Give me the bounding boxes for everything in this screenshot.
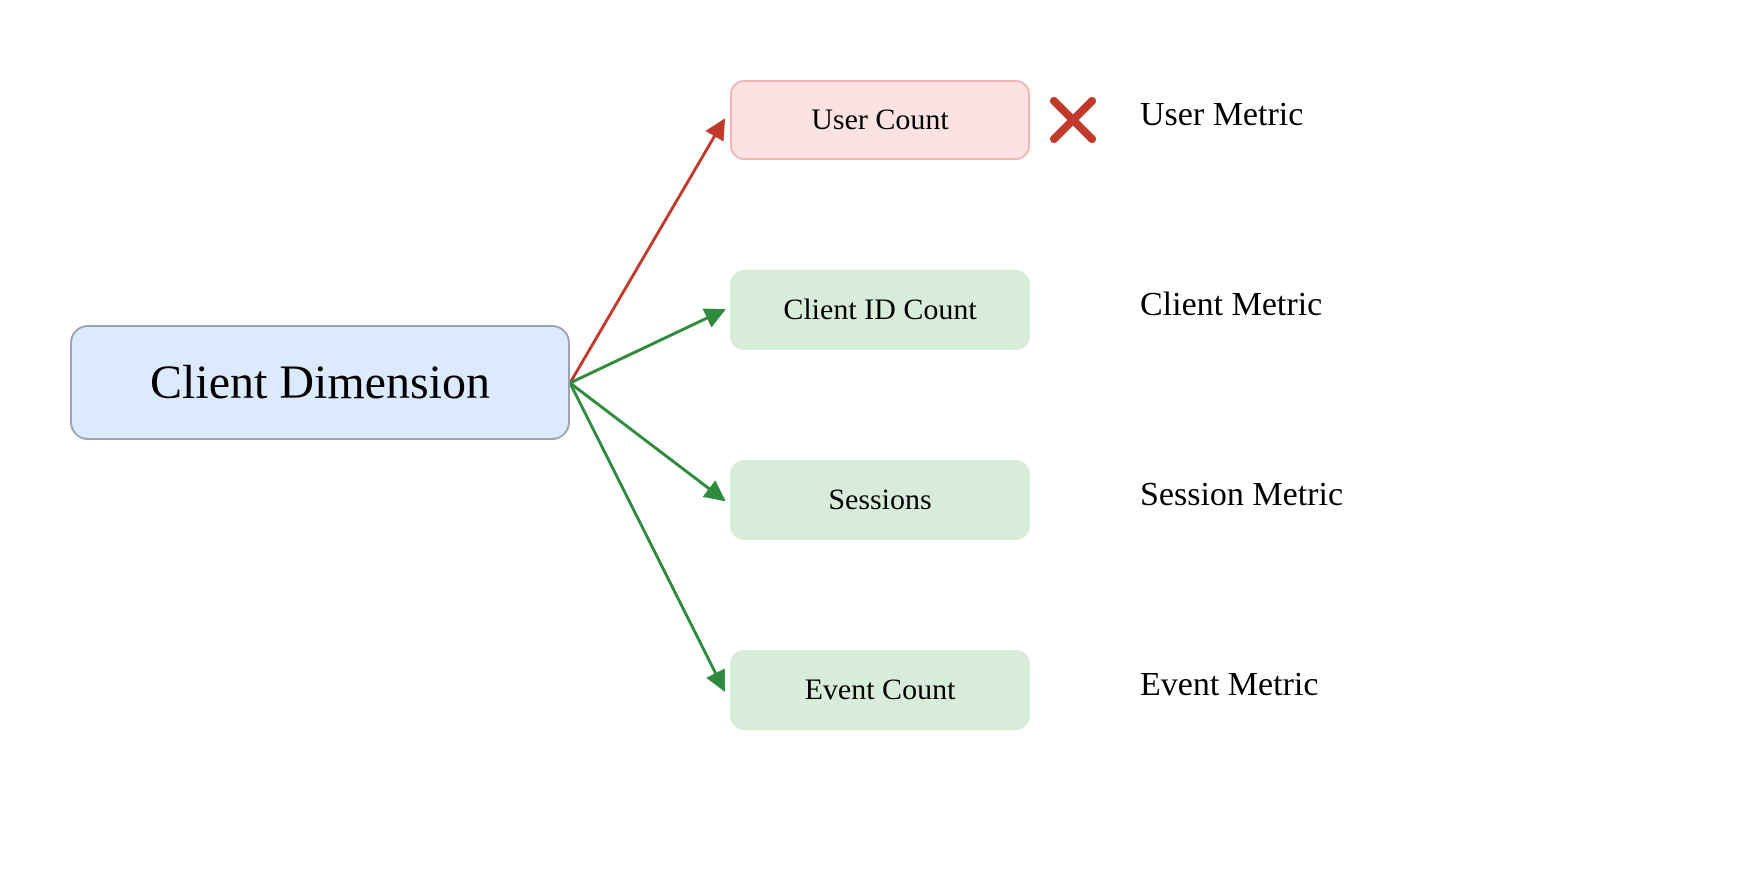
target-node-label: Event Count — [805, 673, 956, 707]
side-label-event-count: Event Metric — [1140, 666, 1318, 704]
side-label-user-count: User Metric — [1140, 96, 1303, 134]
target-node-event-count: Event Count — [730, 650, 1030, 730]
target-node-label: Sessions — [828, 483, 931, 517]
arrow-to-event-count — [570, 383, 724, 690]
target-node-label: Client ID Count — [783, 293, 976, 327]
source-node-client-dimension: Client Dimension — [70, 325, 570, 440]
side-label-client-id-count: Client Metric — [1140, 286, 1322, 324]
target-node-client-id-count: Client ID Count — [730, 270, 1030, 350]
arrow-to-client-id-count — [570, 310, 724, 383]
target-node-sessions: Sessions — [730, 460, 1030, 540]
source-node-label: Client Dimension — [150, 355, 490, 410]
side-label-sessions: Session Metric — [1140, 476, 1343, 514]
arrow-to-user-count — [570, 120, 724, 383]
arrow-to-sessions — [570, 383, 724, 500]
target-node-user-count: User Count — [730, 80, 1030, 160]
diagram-canvas: Client Dimension User Count User Metric Cl… — [0, 0, 1760, 892]
target-node-label: User Count — [811, 103, 949, 137]
invalid-x-icon — [1048, 95, 1098, 145]
